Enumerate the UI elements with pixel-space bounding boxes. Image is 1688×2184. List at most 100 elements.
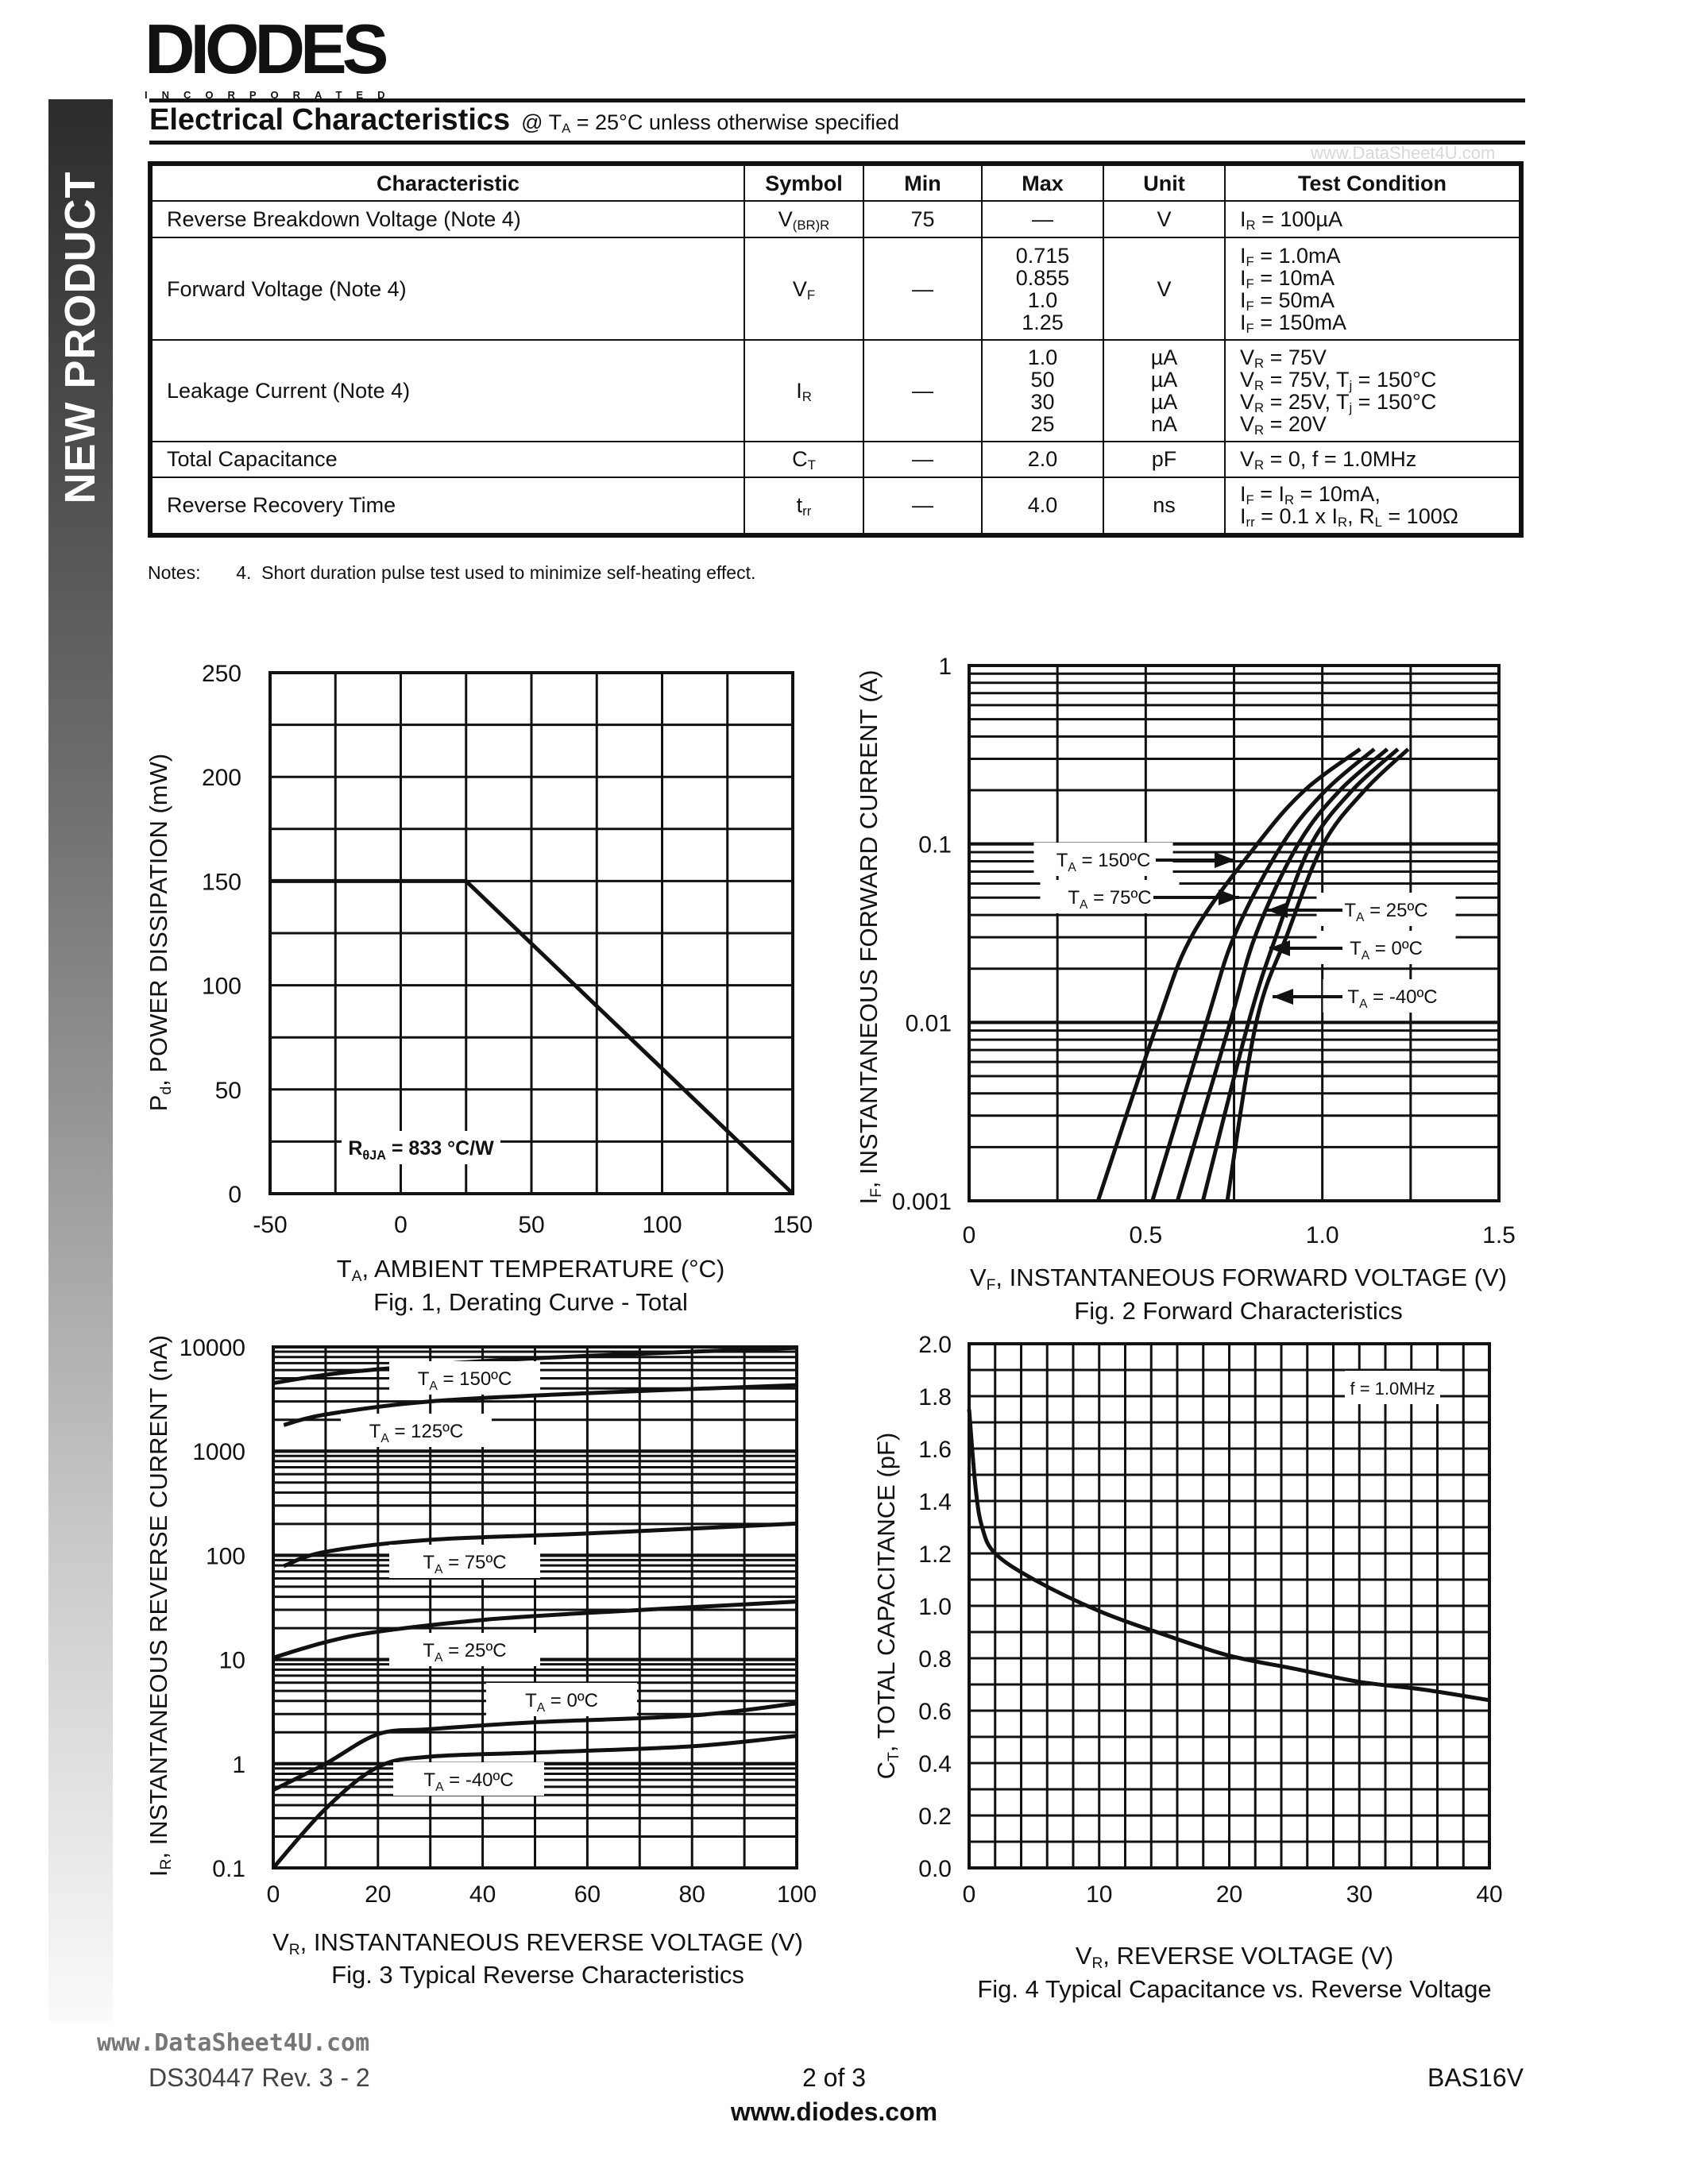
cell-max-text: 4.0 [1027, 493, 1058, 518]
cell-max: — [981, 199, 1104, 239]
cell-unit-text: pF [1151, 447, 1177, 472]
column-header: Characteristic [151, 164, 745, 202]
table-row: Reverse Recovery Time trr — 4.0 ns IF = IR = … [151, 476, 1520, 535]
cell-condition-text: VR = 25V, Tj = 150°C [1240, 390, 1437, 416]
cell-max-text: 1.0 [1027, 287, 1058, 312]
fig4-ylabel: CT, TOTAL CAPACITANCE (pF) [872, 1432, 902, 1780]
cell-condition-text: IF = 10mA [1240, 265, 1335, 291]
cell-condition-text: IF = IR = 10mA, [1240, 482, 1381, 508]
fig1-xtick-label: 50 [518, 1212, 544, 1238]
footer-part-number: BAS16V [1427, 2063, 1524, 2092]
fig2-series-line [1200, 747, 1400, 1202]
cell-condition-text: IF = 50mA [1240, 287, 1335, 314]
fig1-xlabel: TA, AMBIENT TEMPERATURE (°C) [336, 1255, 725, 1285]
fig1-caption: Fig. 1, Derating Curve - Total [373, 1288, 688, 1316]
fig3-xtick-label: 100 [777, 1881, 817, 1908]
fig1-ytick-label: 0 [228, 1182, 241, 1208]
cell-condition-text: Irr = 0.1 x IR, RL = 100Ω [1240, 504, 1458, 531]
cell-characteristic-text: Total Capacitance [167, 447, 338, 472]
cell-min-text: — [912, 379, 933, 403]
fig3-xtick-label: 20 [365, 1881, 391, 1908]
fig4-ytick-label: 1.4 [918, 1489, 952, 1515]
fig2-series-label: TA = -40ºC [1347, 986, 1437, 1011]
cell-unit-text: µA [1150, 345, 1178, 370]
cell-min: — [863, 476, 983, 535]
logo-wordmark: DIODES [145, 10, 388, 88]
footer-website-link[interactable]: www.diodes.com [730, 2097, 938, 2126]
fig2-series-line [1175, 747, 1389, 1202]
title-rule-top [149, 98, 1525, 102]
fig3-series-label-bg [393, 1762, 544, 1796]
fig2-ytick-label: 1 [938, 654, 952, 680]
fig4-annotation-bg [1345, 1371, 1440, 1404]
fig1-xtick-label: 100 [642, 1212, 682, 1238]
cell-symbol: VF [744, 237, 864, 341]
cell-condition-text: VR = 0, f = 1.0MHz [1240, 447, 1417, 473]
fig4-xtick-label: 0 [963, 1881, 976, 1908]
new-product-sidebar: NEW PRODUCT [48, 99, 113, 2021]
cell-max-text: 2.0 [1027, 447, 1058, 472]
electrical-characteristics-table: Characteristic Symbol Min Max Unit Test Condi… [148, 161, 1524, 538]
fig3-series-line [272, 1701, 798, 1792]
fig3-ylabel: IR, INSTANTANEOUS REVERSE CURRENT (nA) [145, 1334, 175, 1877]
fig2-plot: 0.001 0.01 0.1 1 0 0.5 1.0 1.5 TA = 150ºC TA = 75… [892, 654, 1516, 1248]
fig2-xtick-label: 1.5 [1482, 1222, 1516, 1248]
cell-condition: IF = 1.0mA IF = 10mA IF = 50mA IF = 150mA [1224, 237, 1520, 341]
table-row: Leakage Current (Note 4) IR —1.0 50 30 25 µA µA… [151, 339, 1520, 442]
cell-symbol: trr [744, 476, 864, 535]
fig3-series-label-bg [389, 1545, 540, 1578]
fig2-ytick-label: 0.001 [892, 1189, 952, 1215]
cell-max: 2.0 [981, 440, 1104, 478]
fig1-annotation-bg [342, 1131, 500, 1164]
fig4-ytick-label: 1.6 [918, 1437, 952, 1463]
column-header: Max [981, 164, 1104, 202]
fig3-ytick-label: 10 [219, 1648, 245, 1674]
cell-characteristic-text: Leakage Current (Note 4) [167, 379, 411, 403]
fig3-series-line [283, 1383, 798, 1427]
logo-subtext: INCORPORATED [145, 89, 400, 101]
column-header: Symbol [744, 164, 864, 202]
cell-condition-text: VR = 20V [1240, 412, 1327, 438]
fig1-ytick-label: 150 [202, 869, 241, 895]
cell-unit: V [1103, 237, 1226, 341]
cell-max-text: 1.25 [1022, 310, 1064, 334]
fig2-series-label-bg [1033, 843, 1173, 876]
fig2-arrow-head [1273, 989, 1293, 1005]
cell-characteristic: Forward Voltage (Note 4) [151, 237, 745, 341]
fig3-series-label: TA = 0ºC [525, 1690, 598, 1715]
cell-min-text: 75 [910, 207, 935, 232]
cell-characteristic-text: Forward Voltage (Note 4) [167, 276, 407, 301]
cell-min: — [863, 339, 983, 442]
fig3-xtick-label: 40 [469, 1881, 496, 1908]
cell-min: — [863, 237, 983, 341]
fig3-xtick-label: 60 [574, 1881, 601, 1908]
fig4-ytick-label: 1.2 [918, 1542, 952, 1568]
fig4-ytick-label: 0.2 [918, 1804, 952, 1830]
cell-condition-text: IF = 1.0mA [1240, 243, 1341, 269]
fig3-series-label-bg [486, 1683, 637, 1716]
fig3-xlabel: VR, INSTANTANEOUS REVERSE VOLTAGE (V) [272, 1928, 803, 1958]
fig1-ytick-label: 250 [202, 661, 241, 687]
fig4-plot: 0.0 0.2 0.4 0.6 0.8 1.0 1.2 1.4 1.6 1.8 2.0 0 10 20 30… [918, 1332, 1502, 1908]
fig3-series-label: TA = 150ºC [418, 1368, 512, 1393]
cell-condition: VR = 0, f = 1.0MHz [1224, 440, 1520, 478]
fig1-plot: 0 50 100 150 200 250 -50 0 50 100 150 RθJA = 833 °C… [202, 661, 813, 1238]
table-row: Reverse Breakdown Voltage (Note 4) V(BR)R… [151, 199, 1520, 239]
cell-max-text: 30 [1030, 390, 1055, 415]
cell-symbol: V(BR)R [744, 199, 864, 239]
fig2-series-label: TA = 25ºC [1344, 900, 1427, 924]
fig2-series-line [1150, 747, 1376, 1202]
fig3-series-line [272, 1599, 798, 1660]
fig3-series-line [272, 1345, 798, 1385]
fig3-series-label-bg [389, 1361, 540, 1395]
section-title: Electrical Characteristics @ TA = 25°C un… [149, 103, 899, 137]
fig4-ytick-label: 1.8 [918, 1384, 952, 1410]
section-title-condition: @ TA = 25°C unless otherwise specified [521, 110, 900, 137]
cell-symbol-text: V(BR)R [778, 207, 830, 233]
cell-max-text: — [1032, 207, 1053, 232]
fig2-series-label: TA = 75ºC [1068, 887, 1151, 912]
cell-min: 75 [863, 199, 983, 239]
cell-characteristic: Reverse Breakdown Voltage (Note 4) [151, 199, 745, 239]
cell-characteristic: Total Capacitance [151, 440, 745, 478]
fig3-xtick-label: 0 [267, 1881, 280, 1908]
